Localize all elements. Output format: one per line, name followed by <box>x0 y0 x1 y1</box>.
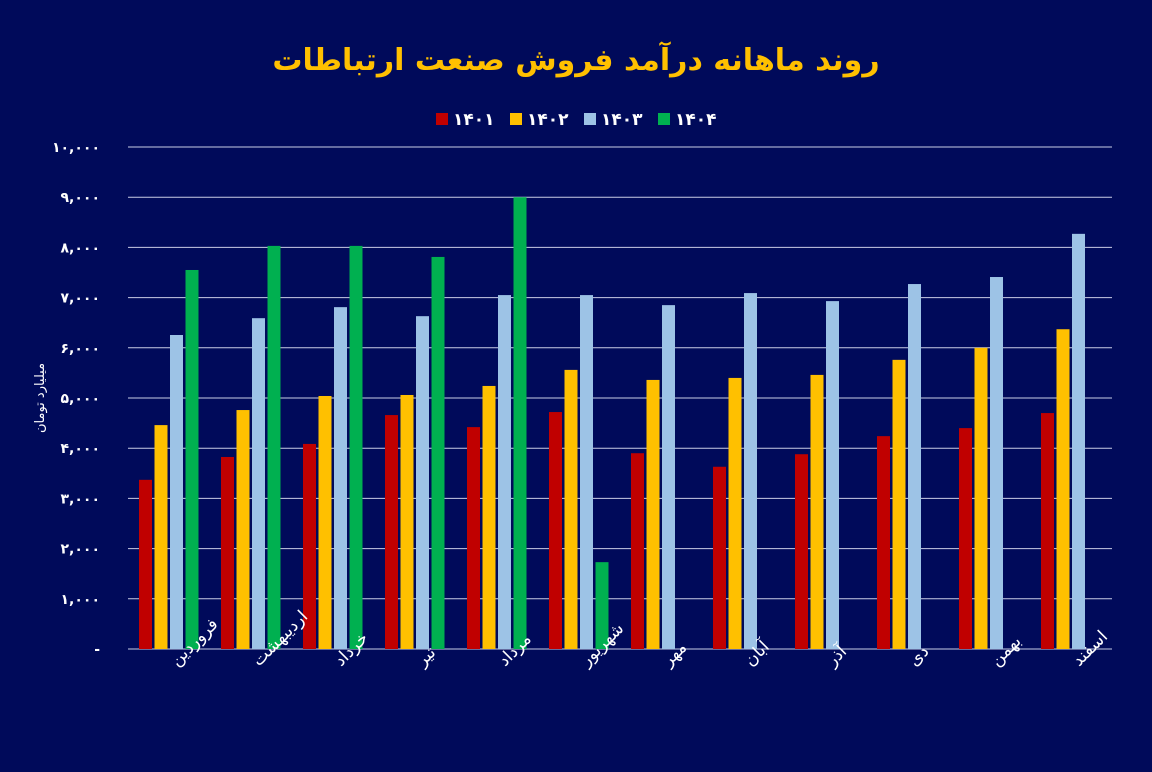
legend-label: ۱۴۰۳ <box>601 110 643 130</box>
chart-title: روند ماهانه درآمد فروش صنعت ارتباطات <box>272 41 879 78</box>
y-tick-label: ۸,۰۰۰ <box>61 240 101 256</box>
y-axis-label: میلیارد تومان <box>33 363 48 433</box>
legend-swatch <box>658 113 670 125</box>
y-tick-label: ۷,۰۰۰ <box>61 291 101 307</box>
bar-۱۴۰۳-فروردین <box>170 334 183 649</box>
y-axis-ticks: - ۱,۰۰۰ ۲,۰۰۰ ۳,۰۰۰ ۴,۰۰۰ ۵,۰۰۰ ۶,۰۰۰ ۷,۰۰۰ ۸,۰۰… <box>52 140 100 658</box>
y-tick-label: ۳,۰۰۰ <box>61 491 101 507</box>
y-tick-label: ۶,۰۰۰ <box>61 341 101 357</box>
bar-۱۴۰۲-فروردین <box>154 425 168 649</box>
bar-۱۴۰۳-خرداد <box>334 307 347 649</box>
y-tick-label: ۹,۰۰۰ <box>61 190 101 206</box>
bar-۱۴۰۲-مهر <box>646 379 660 649</box>
bar-۱۴۰۱-مهر <box>631 453 644 649</box>
bar-۱۴۰۴-شهریور <box>595 562 609 649</box>
bar-۱۴۰۲-مرداد <box>482 385 496 649</box>
bar-۱۴۰۲-اردیبهشت <box>236 410 250 649</box>
y-tick-label: ۴,۰۰۰ <box>61 441 101 457</box>
legend: ۱۴۰۱ ۱۴۰۲ ۱۴۰۳ ۱۴۰۴ <box>436 110 717 130</box>
bar-۱۴۰۱-آبان <box>713 466 726 649</box>
bar-۱۴۰۳-آذر <box>826 301 839 649</box>
bar-۱۴۰۱-تیر <box>385 415 398 649</box>
bars <box>139 197 1085 650</box>
bar-۱۴۰۲-خرداد <box>318 395 332 649</box>
legend-label: ۱۴۰۱ <box>453 110 495 130</box>
bar-۱۴۰۴-تیر <box>431 256 445 649</box>
bar-۱۴۰۴-مرداد <box>513 197 527 649</box>
bar-۱۴۰۳-دی <box>908 284 921 649</box>
bar-۱۴۰۲-دی <box>892 359 906 649</box>
legend-item: ۱۴۰۲ <box>510 110 569 130</box>
legend-item: ۱۴۰۴ <box>658 110 717 130</box>
bar-۱۴۰۲-شهریور <box>564 369 578 649</box>
bar-۱۴۰۱-بهمن <box>959 428 972 649</box>
bar-۱۴۰۳-مرداد <box>498 295 511 649</box>
bar-۱۴۰۱-فروردین <box>139 479 152 649</box>
bar-۱۴۰۲-اسفند <box>1056 329 1070 649</box>
bar-۱۴۰۱-شهریور <box>549 412 562 649</box>
y-tick-label: - <box>94 642 100 658</box>
bar-۱۴۰۴-اردیبهشت <box>267 245 281 650</box>
bar-۱۴۰۳-آبان <box>744 293 757 649</box>
legend-item: ۱۴۰۳ <box>584 110 643 130</box>
bar-۱۴۰۱-مرداد <box>467 427 480 649</box>
y-tick-label: ۵,۰۰۰ <box>61 391 101 407</box>
bar-۱۴۰۱-دی <box>877 436 890 649</box>
bar-۱۴۰۳-تیر <box>416 316 429 649</box>
x-tick-label: آذر <box>820 640 852 672</box>
bar-۱۴۰۳-مهر <box>662 305 675 649</box>
bar-۱۴۰۱-اسفند <box>1041 413 1054 649</box>
bar-۱۴۰۴-فروردین <box>185 269 199 649</box>
bar-۱۴۰۲-آبان <box>728 377 742 649</box>
y-tick-label: ۱۰,۰۰۰ <box>52 140 100 156</box>
legend-label: ۱۴۰۴ <box>675 110 717 130</box>
bar-۱۴۰۲-تیر <box>400 394 414 649</box>
bar-۱۴۰۲-آذر <box>810 374 824 649</box>
bar-۱۴۰۴-خرداد <box>349 245 363 650</box>
bar-۱۴۰۳-شهریور <box>580 295 593 649</box>
bar-۱۴۰۳-اردیبهشت <box>252 318 265 649</box>
legend-swatch <box>510 113 522 125</box>
legend-item: ۱۴۰۱ <box>436 110 495 130</box>
gridlines <box>128 146 1112 650</box>
bar-۱۴۰۱-خرداد <box>303 443 316 649</box>
bar-۱۴۰۳-اسفند <box>1072 233 1085 649</box>
legend-swatch <box>584 113 596 125</box>
y-tick-label: ۲,۰۰۰ <box>61 542 101 558</box>
bar-۱۴۰۱-اردیبهشت <box>221 456 234 649</box>
y-tick-label: ۱,۰۰۰ <box>61 592 101 608</box>
legend-swatch <box>436 113 448 125</box>
bar-۱۴۰۱-آذر <box>795 454 808 649</box>
bar-۱۴۰۳-بهمن <box>990 277 1003 649</box>
legend-label: ۱۴۰۲ <box>527 110 569 130</box>
bar-۱۴۰۲-بهمن <box>974 347 988 649</box>
